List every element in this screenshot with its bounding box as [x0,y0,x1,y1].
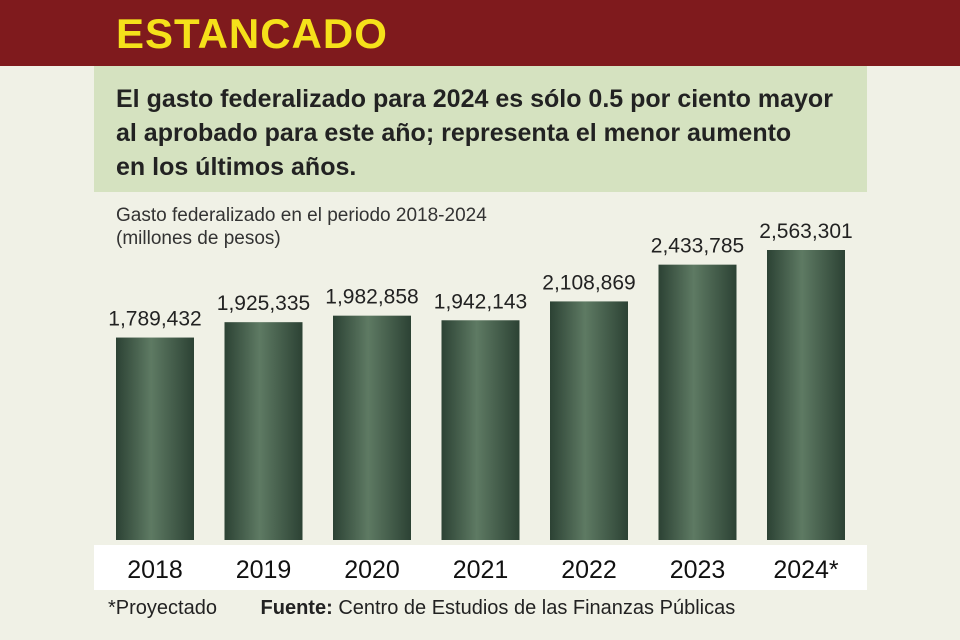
bar-2024* [767,250,845,540]
source-text: Centro de Estudios de las Finanzas Públi… [338,597,736,619]
chart-title: Gasto federalizado en el periodo 2018-20… [116,205,487,226]
page-title: ESTANCADO [116,10,388,57]
bar-2019 [224,322,303,540]
x-tick-label: 2021 [453,556,509,584]
value-label: 2,563,301 [759,220,852,243]
footnote: *Proyectado [108,597,217,619]
x-tick-label: 2022 [561,556,617,584]
x-tick-label: 2023 [670,556,726,584]
x-tick-label: 2020 [344,556,400,584]
bar-2023 [658,264,737,540]
bar-2018 [116,337,194,540]
chart-caption: Gasto federalizado en el periodo 2018-20… [116,204,487,250]
value-label: 1,982,858 [325,286,418,309]
x-axis-band [94,545,867,590]
bar-2022 [550,301,628,540]
value-label: 1,789,432 [108,308,201,331]
bar-2020 [333,315,411,540]
chart-unit: (millones de pesos) [116,228,281,249]
value-label: 1,942,143 [434,290,527,313]
subtitle-line: El gasto federalizado para 2024 es sólo … [116,85,833,113]
value-label: 1,925,335 [217,292,310,315]
source-label: Fuente: [260,597,333,619]
subtitle-line: al aprobado para este año; representa el… [116,119,792,147]
value-label: 2,108,869 [542,271,635,294]
source: Fuente: Centro de Estudios de las Finanz… [261,597,736,619]
x-tick-label: 2018 [127,556,183,584]
bar-2021 [441,320,520,540]
subtitle-text: El gasto federalizado para 2024 es sólo … [116,82,856,184]
header-banner: ESTANCADO [0,0,960,66]
subtitle-line: en los últimos años. [116,153,357,181]
footer: *Proyectado Fuente: Centro de Estudios d… [108,597,735,620]
subtitle-box: El gasto federalizado para 2024 es sólo … [94,66,867,192]
x-tick-label: 2024* [773,556,839,584]
x-tick-label: 2019 [236,556,292,584]
value-label: 2,433,785 [651,235,744,258]
